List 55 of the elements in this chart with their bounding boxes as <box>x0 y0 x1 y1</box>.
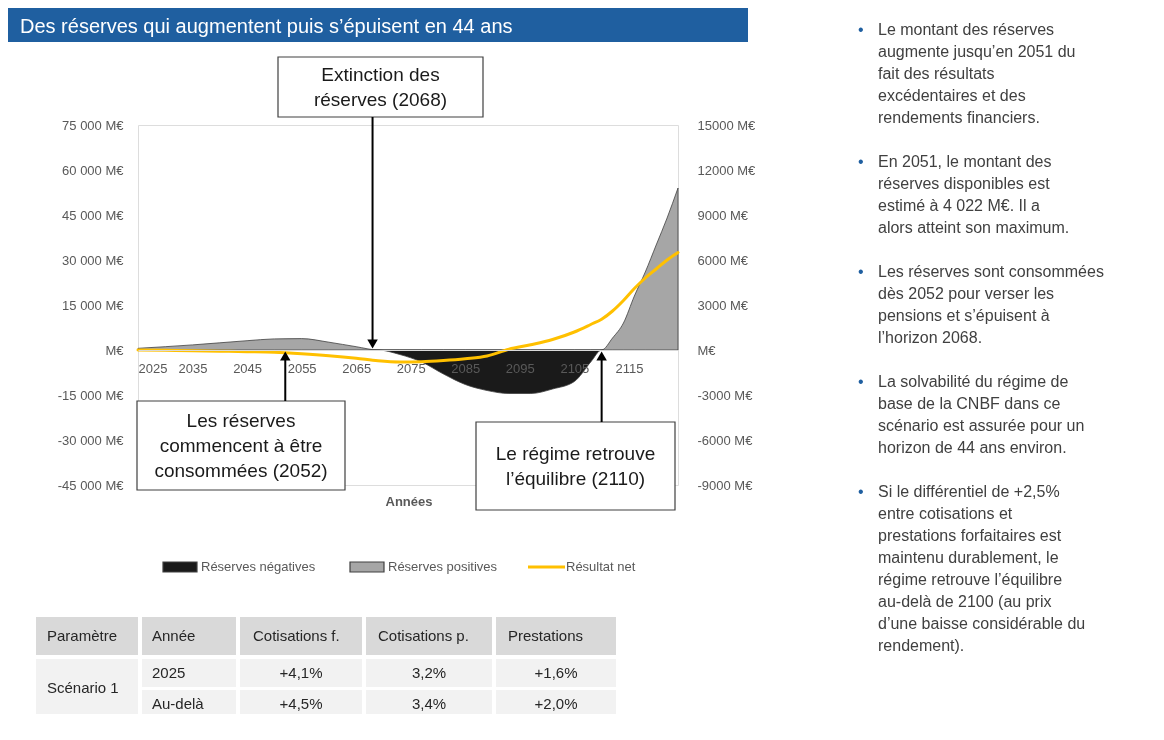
text: Année <box>152 627 196 644</box>
y-tick-label: -45 000 M€ <box>57 477 125 493</box>
y2-tick-label: 15000 M€ <box>697 117 757 133</box>
y-tick-label: 30 000 M€ <box>62 252 125 268</box>
text: 3,4% <box>411 695 447 712</box>
text: • En 2051, le montant des réserves disponibles est estimé à 4 022 M€. Il a alors atteint son maximum. <box>858 153 1070 236</box>
y2-tick-label: 6000 M€ <box>697 252 749 268</box>
text: Au-delà <box>152 695 205 712</box>
text: +2,0% <box>534 695 578 712</box>
y-tick-label: -15 000 M€ <box>57 387 125 403</box>
y2-tick-label: 3000 M€ <box>697 297 749 313</box>
text: 2025 <box>152 664 186 681</box>
x-axis-title: Années <box>385 494 433 509</box>
y2-tick-label: -6000 M€ <box>697 432 754 448</box>
x-tick-label: 2035 <box>178 360 208 376</box>
text: • La solvabilité du régime de base de la CNBF dans ce scénario est assurée pour un horizon de 44 ans environ. <box>858 373 1085 456</box>
y-tick-label: 45 000 M€ <box>62 207 125 223</box>
legend-label: Réserves positives <box>388 559 498 574</box>
x-tick-label: 2095 <box>505 360 535 376</box>
annotation: Extinction des réserves (2068) <box>313 63 448 110</box>
chart-title: Des réserves qui augmentent puis s’épuisent en 44 ans <box>20 15 513 37</box>
legend-label: Résultat net <box>566 559 636 574</box>
y2-tick-label: M€ <box>697 342 717 358</box>
text: Cotisations f. <box>253 627 340 644</box>
y-tick-label: 75 000 M€ <box>62 117 125 133</box>
y-tick-label: 15 000 M€ <box>62 297 125 313</box>
x-tick-label: 2065 <box>342 360 372 376</box>
text: Cotisations p. <box>378 627 469 644</box>
text: +1,6% <box>534 664 578 681</box>
line-series <box>136 251 680 364</box>
annotation: Les réserves commencent à être consommées (2052) <box>154 409 328 481</box>
text: • Si le différentiel de +2,5% entre cotisations et prestations forfaitaires est maintenu durablement, le régime retrouve l’équilibre au-delà de 2100 (au prix d’une baisse considérable du rendement). <box>858 483 1086 654</box>
y-tick-label: -30 000 M€ <box>57 432 125 448</box>
y2-tick-label: -9000 M€ <box>697 477 754 493</box>
annotation: Le régime retrouve l’équilibre (2110) <box>495 442 656 489</box>
text: • Les réserves sont consommées dès 2052 pour verser les pensions et s’épuisent à l’horizon 2068. <box>858 263 1104 346</box>
y2-tick-label: 12000 M€ <box>697 162 757 178</box>
x-tick-label: 2055 <box>287 360 317 376</box>
x-tick-label: 2025 <box>138 360 168 376</box>
y-tick-label: 60 000 M€ <box>62 162 125 178</box>
x-tick-label: 2075 <box>396 360 426 376</box>
text: +4,5% <box>279 695 323 712</box>
x-tick-label: 2085 <box>451 360 481 376</box>
y2-tick-label: -3000 M€ <box>697 387 754 403</box>
y2-tick-label: 9000 M€ <box>697 207 749 223</box>
x-tick-label: 2045 <box>233 360 263 376</box>
text: +4,1% <box>279 664 323 681</box>
text: 3,2% <box>411 664 447 681</box>
y-tick-label: M€ <box>105 342 125 358</box>
legend-label: Réserves négatives <box>201 559 316 574</box>
text: Paramètre <box>47 627 118 644</box>
x-tick-label: 2115 <box>615 360 644 376</box>
text: Scénario 1 <box>47 679 119 696</box>
text: Prestations <box>508 627 584 644</box>
text: • Le montant des réserves augmente jusqu’en 2051 du fait des résultats excédentaires et des rendements financiers. <box>858 21 1076 126</box>
